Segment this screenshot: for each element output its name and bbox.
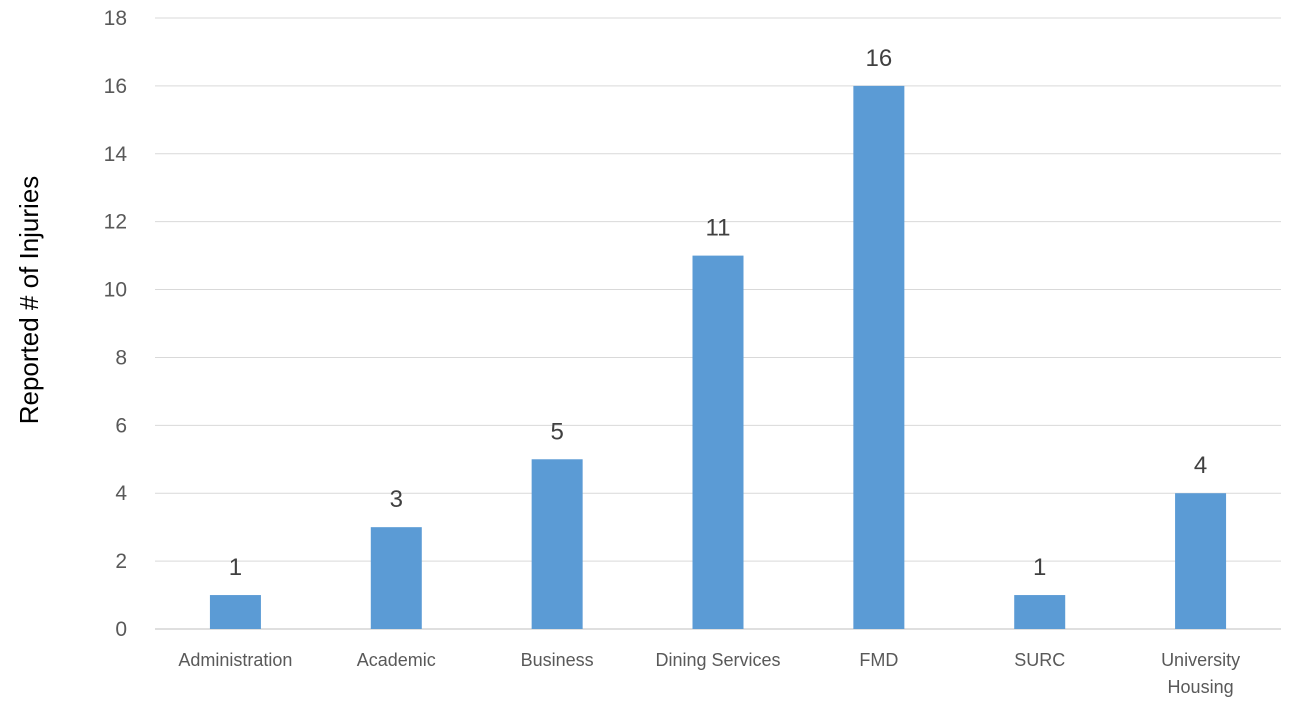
category-label: Academic bbox=[357, 650, 436, 670]
y-tick-label: 8 bbox=[115, 346, 127, 369]
bar bbox=[531, 459, 583, 629]
category-label: University Housing bbox=[1161, 650, 1240, 697]
data-label: 4 bbox=[1194, 452, 1207, 479]
y-tick-label: 0 bbox=[115, 618, 127, 641]
bar bbox=[692, 255, 744, 629]
x-axis-categories: Administration Academic Business Dining Ser… bbox=[178, 650, 1240, 697]
y-tick-label: 10 bbox=[104, 279, 127, 302]
y-tick-label: 16 bbox=[104, 75, 127, 98]
data-label: 1 bbox=[229, 554, 242, 581]
y-tick-label: 6 bbox=[115, 414, 127, 437]
bars bbox=[209, 85, 1227, 629]
y-tick-label: 2 bbox=[115, 550, 127, 573]
category-label: SURC bbox=[1014, 650, 1065, 670]
category-label: Administration bbox=[178, 650, 292, 670]
y-tick-label: 14 bbox=[104, 143, 128, 166]
bar bbox=[1014, 595, 1066, 629]
data-label: 16 bbox=[866, 45, 893, 72]
y-tick-label: 12 bbox=[104, 211, 127, 234]
data-label: 5 bbox=[550, 418, 563, 445]
y-tick-label: 4 bbox=[115, 482, 127, 505]
category-label: Dining Services bbox=[655, 650, 780, 670]
data-labels: 1 3 5 11 16 1 4 bbox=[229, 45, 1208, 581]
data-label: 3 bbox=[390, 486, 403, 513]
y-axis-ticks: 0 2 4 6 8 10 12 14 16 18 bbox=[104, 7, 128, 641]
category-label: Business bbox=[521, 650, 594, 670]
data-label: 11 bbox=[706, 215, 731, 242]
y-axis-title: Reported # of Injuries bbox=[14, 176, 44, 425]
bar bbox=[370, 527, 422, 629]
bar bbox=[1175, 493, 1227, 629]
category-label: FMD bbox=[859, 650, 898, 670]
y-tick-label: 18 bbox=[104, 7, 127, 30]
bar bbox=[853, 85, 905, 629]
bar bbox=[209, 595, 261, 629]
data-label: 1 bbox=[1033, 554, 1046, 581]
